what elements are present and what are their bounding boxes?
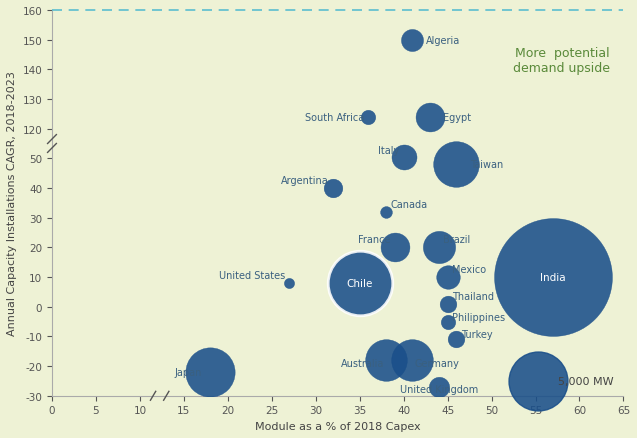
Point	[205, 369, 215, 376]
Point	[443, 274, 453, 281]
Text: Thailand: Thailand	[452, 291, 494, 301]
Point	[443, 300, 453, 307]
Point	[548, 274, 558, 281]
Text: Mexico: Mexico	[452, 265, 486, 275]
Text: Australia: Australia	[341, 358, 384, 368]
Point	[381, 357, 391, 364]
Text: Taiwan: Taiwan	[469, 160, 503, 170]
Point	[363, 114, 373, 121]
Point	[451, 161, 461, 168]
Point	[399, 155, 409, 162]
Point	[284, 280, 294, 287]
Text: Turkey: Turkey	[461, 330, 492, 339]
Text: Algeria: Algeria	[426, 35, 460, 46]
Y-axis label: Annual Capacity Installations CAGR, 2018-2023: Annual Capacity Installations CAGR, 2018…	[7, 71, 17, 336]
Text: Chile: Chile	[347, 279, 373, 288]
Point	[355, 280, 365, 287]
Text: United States: United States	[218, 270, 285, 280]
Legend: 5,000 MW: 5,000 MW	[522, 371, 618, 390]
Text: Egypt: Egypt	[443, 113, 471, 123]
Text: Japan: Japan	[174, 367, 201, 377]
Text: South Africa: South Africa	[305, 113, 364, 123]
Text: India: India	[540, 272, 566, 283]
Point	[434, 244, 444, 251]
Point	[434, 384, 444, 391]
Text: Canada: Canada	[390, 199, 427, 209]
Text: Argentina: Argentina	[281, 176, 329, 186]
Point	[407, 37, 417, 44]
X-axis label: Module as a % of 2018 Capex: Module as a % of 2018 Capex	[255, 421, 420, 431]
Text: Germany: Germany	[414, 358, 459, 368]
Text: Italy: Italy	[378, 145, 399, 155]
Point	[425, 114, 435, 121]
Text: Philippines: Philippines	[452, 312, 505, 322]
Text: Brazil: Brazil	[443, 235, 471, 245]
Point	[451, 336, 461, 343]
Text: France: France	[358, 235, 390, 245]
Point	[443, 318, 453, 325]
Point	[407, 357, 417, 364]
Point	[381, 209, 391, 216]
Point	[390, 244, 400, 251]
Point	[328, 185, 338, 192]
Text: More  potential
demand upside: More potential demand upside	[513, 47, 610, 75]
Text: United Kingdom: United Kingdom	[399, 385, 478, 394]
